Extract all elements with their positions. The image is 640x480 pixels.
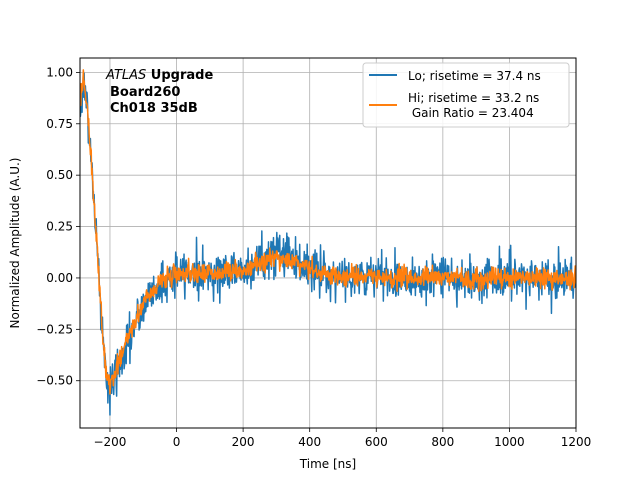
- annotation-atlas: ATLAS: [105, 68, 146, 83]
- x-tick-label: 200: [232, 435, 255, 449]
- legend-entry-hi: Hi; risetime = 33.2 ns Gain Ratio = 23.4…: [408, 91, 539, 120]
- legend-entry-lo: Lo; risetime = 37.4 ns: [408, 69, 541, 83]
- annotation-line-1: ATLAS Upgrade: [105, 68, 213, 83]
- axes-frame: [79, 57, 577, 429]
- x-axis-ticks: −200 0 200 400 600 800 1000 1200: [93, 428, 591, 449]
- x-tick-label: 800: [431, 435, 454, 449]
- plot-area: [80, 69, 576, 416]
- y-tick-label: −0.25: [36, 322, 73, 336]
- series-line-lo: [80, 69, 576, 416]
- legend: Lo; risetime = 37.4 ns Hi; risetime = 33…: [362, 62, 570, 128]
- x-tick-label: 400: [298, 435, 321, 449]
- y-axis-ticks: −0.50 −0.25 0.00 0.25 0.50 0.75 1.00: [36, 65, 80, 388]
- series-line-hi: [80, 69, 576, 395]
- y-tick-label: 0.50: [46, 168, 73, 182]
- y-tick-label: 0.25: [46, 220, 73, 234]
- series-group: [80, 69, 576, 416]
- legend-frame: [362, 62, 570, 128]
- x-tick-label: 600: [365, 435, 388, 449]
- x-tick-label: 1000: [494, 435, 525, 449]
- y-tick-label: −0.50: [36, 374, 73, 388]
- y-tick-label: 0.75: [46, 117, 73, 131]
- x-tick-label: 0: [173, 435, 181, 449]
- y-axis-label: Normalized Amplitude (A.U.): [8, 158, 22, 329]
- annotation-upgrade: Upgrade: [146, 68, 213, 83]
- x-tick-label: −200: [93, 435, 126, 449]
- annotation-line-3: Ch018 35dB: [110, 101, 198, 116]
- atlas-annotation: ATLAS Upgrade Board260 Ch018 35dB: [105, 68, 213, 116]
- annotation-line-2: Board260: [110, 85, 180, 100]
- x-axis-label: Time [ns]: [299, 457, 356, 471]
- x-tick-label: 1200: [561, 435, 592, 449]
- y-tick-label: 1.00: [46, 65, 73, 79]
- y-tick-label: 0.00: [46, 271, 73, 285]
